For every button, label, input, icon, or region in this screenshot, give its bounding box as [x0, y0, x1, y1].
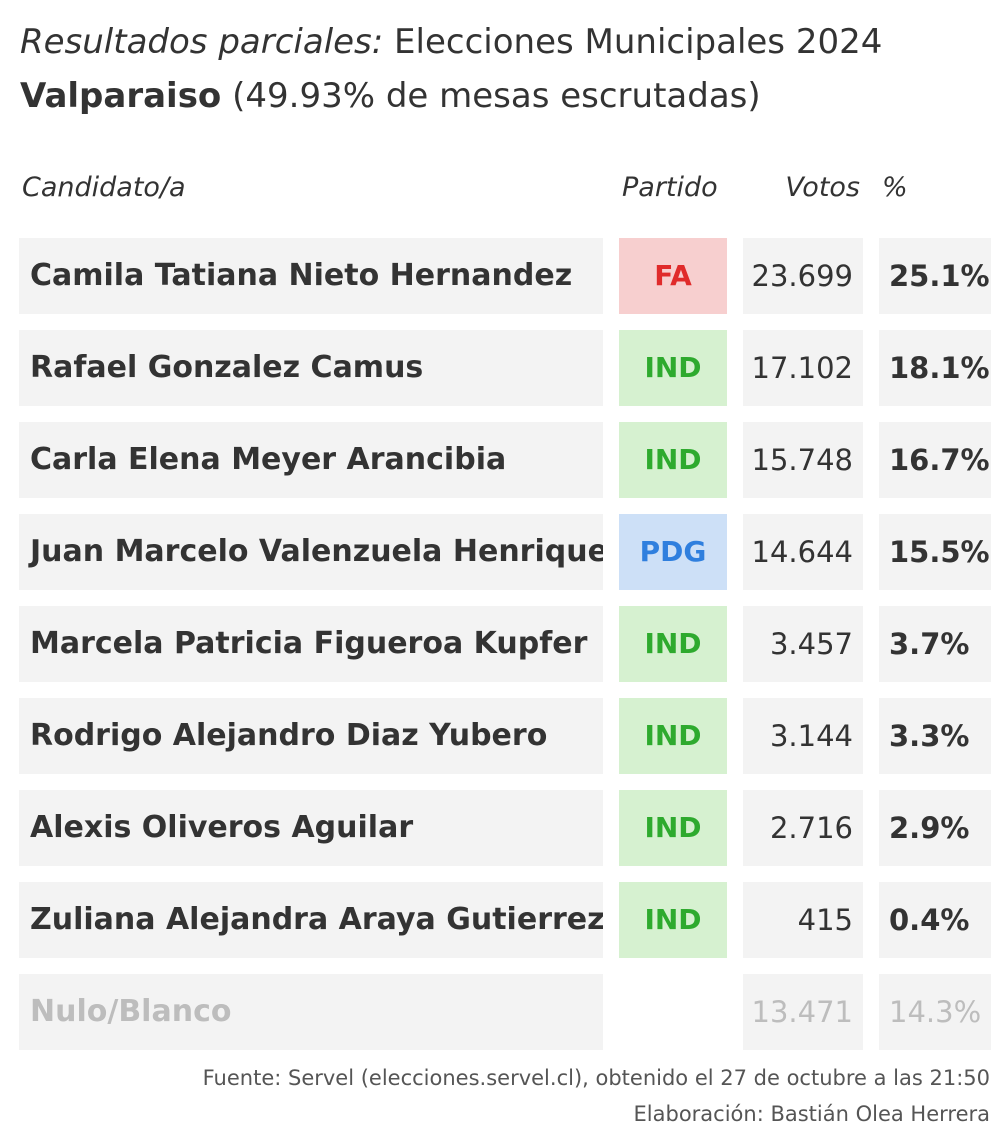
vote-count: 17.102	[743, 330, 863, 406]
candidate-name: Alexis Oliveros Aguilar	[19, 790, 603, 866]
candidate-name: Carla Elena Meyer Arancibia	[19, 422, 603, 498]
column-header-votes: Votos	[785, 172, 860, 203]
vote-count: 415	[743, 882, 863, 958]
column-header-candidate: Candidato/a	[22, 172, 186, 203]
null-blank-percent: 14.3%	[879, 974, 991, 1050]
party-badge: FA	[619, 238, 727, 314]
table-row: Zuliana Alejandra Araya Gutierrez IND 41…	[0, 882, 1008, 958]
candidate-name: Camila Tatiana Nieto Hernandez	[19, 238, 603, 314]
candidate-name: Rafael Gonzalez Camus	[19, 330, 603, 406]
party-badge: IND	[619, 330, 727, 406]
vote-count: 14.644	[743, 514, 863, 590]
party-badge: IND	[619, 882, 727, 958]
party-badge: IND	[619, 790, 727, 866]
candidate-name: Rodrigo Alejandro Diaz Yubero	[19, 698, 603, 774]
null-blank-party-empty	[619, 974, 727, 1050]
column-header-party: Partido	[622, 172, 718, 203]
vote-count: 23.699	[743, 238, 863, 314]
vote-percent: 3.7%	[879, 606, 991, 682]
vote-count: 3.457	[743, 606, 863, 682]
party-badge: PDG	[619, 514, 727, 590]
null-blank-row: Nulo/Blanco 13.471 14.3%	[0, 974, 1008, 1050]
party-badge: IND	[619, 606, 727, 682]
vote-count: 2.716	[743, 790, 863, 866]
candidate-name: Marcela Patricia Figueroa Kupfer	[19, 606, 603, 682]
title-rest: Elecciones Municipales 2024	[383, 22, 883, 62]
table-row: Rafael Gonzalez Camus IND 17.102 18.1%	[0, 330, 1008, 406]
title-italic-part: Resultados parciales:	[20, 22, 384, 62]
table-row: Juan Marcelo Valenzuela Henriquez PDG 14…	[0, 514, 1008, 590]
table-row: Alexis Oliveros Aguilar IND 2.716 2.9%	[0, 790, 1008, 866]
vote-percent: 18.1%	[879, 330, 991, 406]
page-subtitle: Valparaiso (49.93% de mesas escrutadas)	[20, 72, 761, 120]
column-header-percent: %	[882, 172, 908, 203]
subtitle-progress: (49.93% de mesas escrutadas)	[221, 76, 761, 116]
table-row: Rodrigo Alejandro Diaz Yubero IND 3.144 …	[0, 698, 1008, 774]
page-title: Resultados parciales: Elecciones Municip…	[20, 18, 882, 66]
vote-percent: 3.3%	[879, 698, 991, 774]
null-blank-votes: 13.471	[743, 974, 863, 1050]
party-badge: IND	[619, 698, 727, 774]
party-badge: IND	[619, 422, 727, 498]
table-row: Carla Elena Meyer Arancibia IND 15.748 1…	[0, 422, 1008, 498]
vote-percent: 0.4%	[879, 882, 991, 958]
vote-percent: 15.5%	[879, 514, 991, 590]
source-note: Fuente: Servel (elecciones.servel.cl), o…	[202, 1066, 990, 1090]
candidate-name: Zuliana Alejandra Araya Gutierrez	[19, 882, 603, 958]
table-row: Marcela Patricia Figueroa Kupfer IND 3.4…	[0, 606, 1008, 682]
credit-note: Elaboración: Bastián Olea Herrera	[633, 1102, 990, 1126]
vote-percent: 25.1%	[879, 238, 991, 314]
null-blank-label: Nulo/Blanco	[19, 974, 603, 1050]
vote-count: 15.748	[743, 422, 863, 498]
table-row: Camila Tatiana Nieto Hernandez FA 23.699…	[0, 238, 1008, 314]
candidate-name: Juan Marcelo Valenzuela Henriquez	[19, 514, 603, 590]
vote-percent: 2.9%	[879, 790, 991, 866]
subtitle-commune: Valparaiso	[20, 76, 222, 116]
vote-count: 3.144	[743, 698, 863, 774]
vote-percent: 16.7%	[879, 422, 991, 498]
